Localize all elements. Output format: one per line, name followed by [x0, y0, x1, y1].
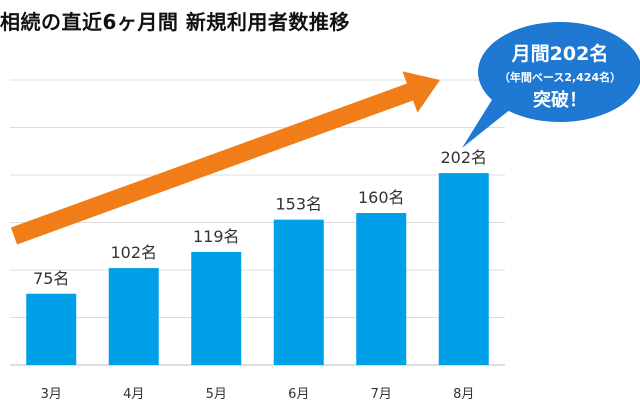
value-labels: 75名 102名 119名 153名 160名 202名 [33, 148, 487, 288]
x-tick-label: 4月 [123, 387, 144, 402]
bar [356, 213, 407, 365]
bars [26, 173, 489, 365]
trend-arrow-shape [10, 71, 440, 245]
x-tick-label: 3月 [41, 387, 62, 402]
trend-arrow [10, 71, 440, 245]
bar-value-label: 202名 [440, 148, 487, 167]
callout-bubble: 月間202名 （年間ベース2,424名） 突破！ [462, 22, 640, 148]
callout-shape [462, 22, 640, 148]
gridlines [10, 79, 505, 366]
x-axis-ticks: 3月 4月 5月 6月 7月 8月 [41, 387, 475, 402]
bar [273, 219, 324, 365]
bar [26, 293, 77, 365]
x-tick-label: 5月 [206, 387, 227, 402]
bar-value-label: 160名 [358, 188, 405, 207]
callout-line-1: 月間202名 [511, 42, 609, 65]
chart-title: 相続の直近6ヶ月間 新規利用者数推移 [0, 10, 350, 34]
x-tick-label: 6月 [288, 387, 309, 402]
x-tick-label: 7月 [371, 387, 392, 402]
bar-value-label: 75名 [33, 269, 69, 288]
callout-line-3: 突破！ [533, 89, 587, 111]
x-tick-label: 8月 [453, 387, 474, 402]
bar-value-label: 102名 [110, 243, 157, 262]
bar-value-label: 119名 [193, 227, 240, 246]
bar [108, 268, 159, 365]
bar-value-label: 153名 [275, 195, 322, 214]
bar [438, 173, 489, 365]
callout-line-2: （年間ベース2,424名） [499, 70, 621, 84]
bar [191, 251, 242, 365]
